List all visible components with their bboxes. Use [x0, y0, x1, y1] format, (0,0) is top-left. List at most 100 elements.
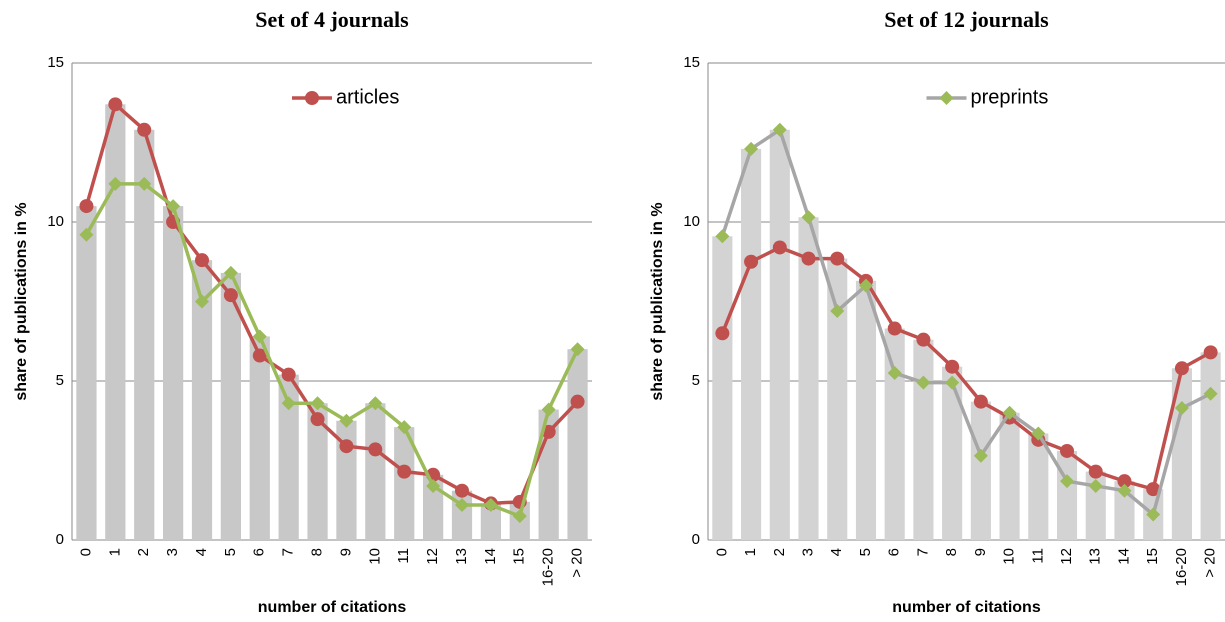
- marker: [973, 448, 988, 463]
- bar: [365, 403, 386, 540]
- marker: [368, 396, 383, 411]
- legend-label: preprints: [971, 86, 1049, 108]
- marker: [715, 326, 730, 341]
- bar: [480, 503, 501, 540]
- bar: [712, 236, 733, 540]
- marker: [744, 254, 759, 269]
- marker: [195, 253, 209, 268]
- marker: [1203, 386, 1218, 401]
- marker: [281, 367, 296, 382]
- marker: [801, 210, 816, 225]
- bar: [1171, 368, 1192, 540]
- y-tick-label: 0: [692, 531, 700, 548]
- marker: [397, 464, 412, 479]
- marker: [1117, 474, 1132, 489]
- x-tick-label: 15: [1144, 548, 1161, 565]
- bar: [884, 328, 905, 540]
- x-tick-label: 11: [395, 548, 412, 564]
- line: [720, 128, 1212, 517]
- marker: [570, 342, 585, 357]
- marker: [715, 229, 730, 244]
- marker: [858, 278, 873, 293]
- x-tick-label: 7: [280, 548, 297, 556]
- marker: [887, 321, 902, 336]
- chart-title: Set of 4 journals: [255, 7, 409, 32]
- marker: [223, 288, 238, 303]
- marker: [973, 394, 988, 409]
- x-tick-label: 10: [366, 548, 383, 565]
- marker: [223, 265, 238, 280]
- y-tick-label: 5: [56, 372, 64, 389]
- marker: [916, 332, 931, 347]
- x-tick-label: 2: [135, 548, 152, 556]
- marker: [310, 412, 325, 427]
- marker: [166, 199, 181, 214]
- x-tick-label: > 20: [1202, 548, 1219, 578]
- x-tick-label: 16-20: [1173, 548, 1190, 586]
- line: [720, 245, 1212, 491]
- marker: [512, 509, 527, 524]
- bar: [1085, 471, 1106, 540]
- bar: [249, 336, 270, 540]
- marker: [1088, 464, 1103, 479]
- marker: [945, 375, 960, 390]
- line: [84, 102, 579, 506]
- x-tick-label: 0: [77, 548, 94, 556]
- bar: [105, 104, 126, 540]
- y-tick-label: 0: [56, 531, 64, 548]
- marker: [887, 366, 902, 381]
- bar: [798, 217, 819, 541]
- x-tick-label: 9: [972, 548, 989, 556]
- bar: [1056, 450, 1078, 540]
- bar: [970, 401, 991, 540]
- marker: [772, 122, 787, 137]
- bar: [999, 412, 1020, 540]
- bar: [163, 206, 184, 540]
- bar: [278, 374, 299, 540]
- x-tick-label: 7: [914, 548, 931, 556]
- x-tick-label: 4: [193, 548, 210, 556]
- x-tick-label: 16-20: [540, 548, 557, 586]
- marker: [281, 396, 296, 411]
- line: [84, 182, 580, 518]
- y-tick-label: 15: [47, 54, 64, 71]
- marker: [79, 199, 94, 214]
- marker: [945, 359, 960, 374]
- marker: [1117, 483, 1132, 498]
- y-tick-label: 15: [683, 54, 700, 71]
- x-tick-label: 15: [511, 548, 528, 565]
- x-tick-label: 8: [943, 548, 960, 556]
- legend-label: articles: [336, 86, 399, 108]
- x-axis-label: number of citations: [258, 599, 407, 616]
- x-tick-label: 1: [742, 548, 759, 556]
- bar: [394, 427, 415, 540]
- y-axis-label: share of publications in %: [13, 202, 30, 400]
- x-tick-label: 4: [828, 548, 845, 556]
- bar: [134, 129, 155, 540]
- marker: [397, 420, 412, 435]
- x-tick-label: 5: [857, 548, 874, 556]
- bar: [827, 258, 848, 540]
- marker: [1002, 405, 1017, 420]
- bar: [567, 349, 588, 540]
- marker: [195, 294, 209, 309]
- x-tick-label: 6: [886, 548, 903, 556]
- marker: [1060, 474, 1075, 489]
- bar: [76, 206, 97, 540]
- x-tick-label: 12: [424, 548, 441, 565]
- marker: [772, 240, 787, 255]
- marker: [830, 251, 845, 266]
- x-tick-label: > 20: [569, 548, 586, 578]
- x-axis-label: number of citations: [892, 599, 1041, 616]
- x-tick-label: 1: [106, 548, 123, 556]
- bar: [1200, 352, 1221, 540]
- marker: [1146, 482, 1161, 497]
- marker: [310, 396, 325, 411]
- x-tick-label: 3: [799, 548, 816, 556]
- y-tick-label: 10: [683, 213, 700, 230]
- x-tick-label: 6: [251, 548, 268, 556]
- marker: [483, 498, 498, 513]
- marker: [455, 498, 469, 513]
- x-tick-label: 13: [453, 548, 470, 565]
- marker: [939, 91, 954, 105]
